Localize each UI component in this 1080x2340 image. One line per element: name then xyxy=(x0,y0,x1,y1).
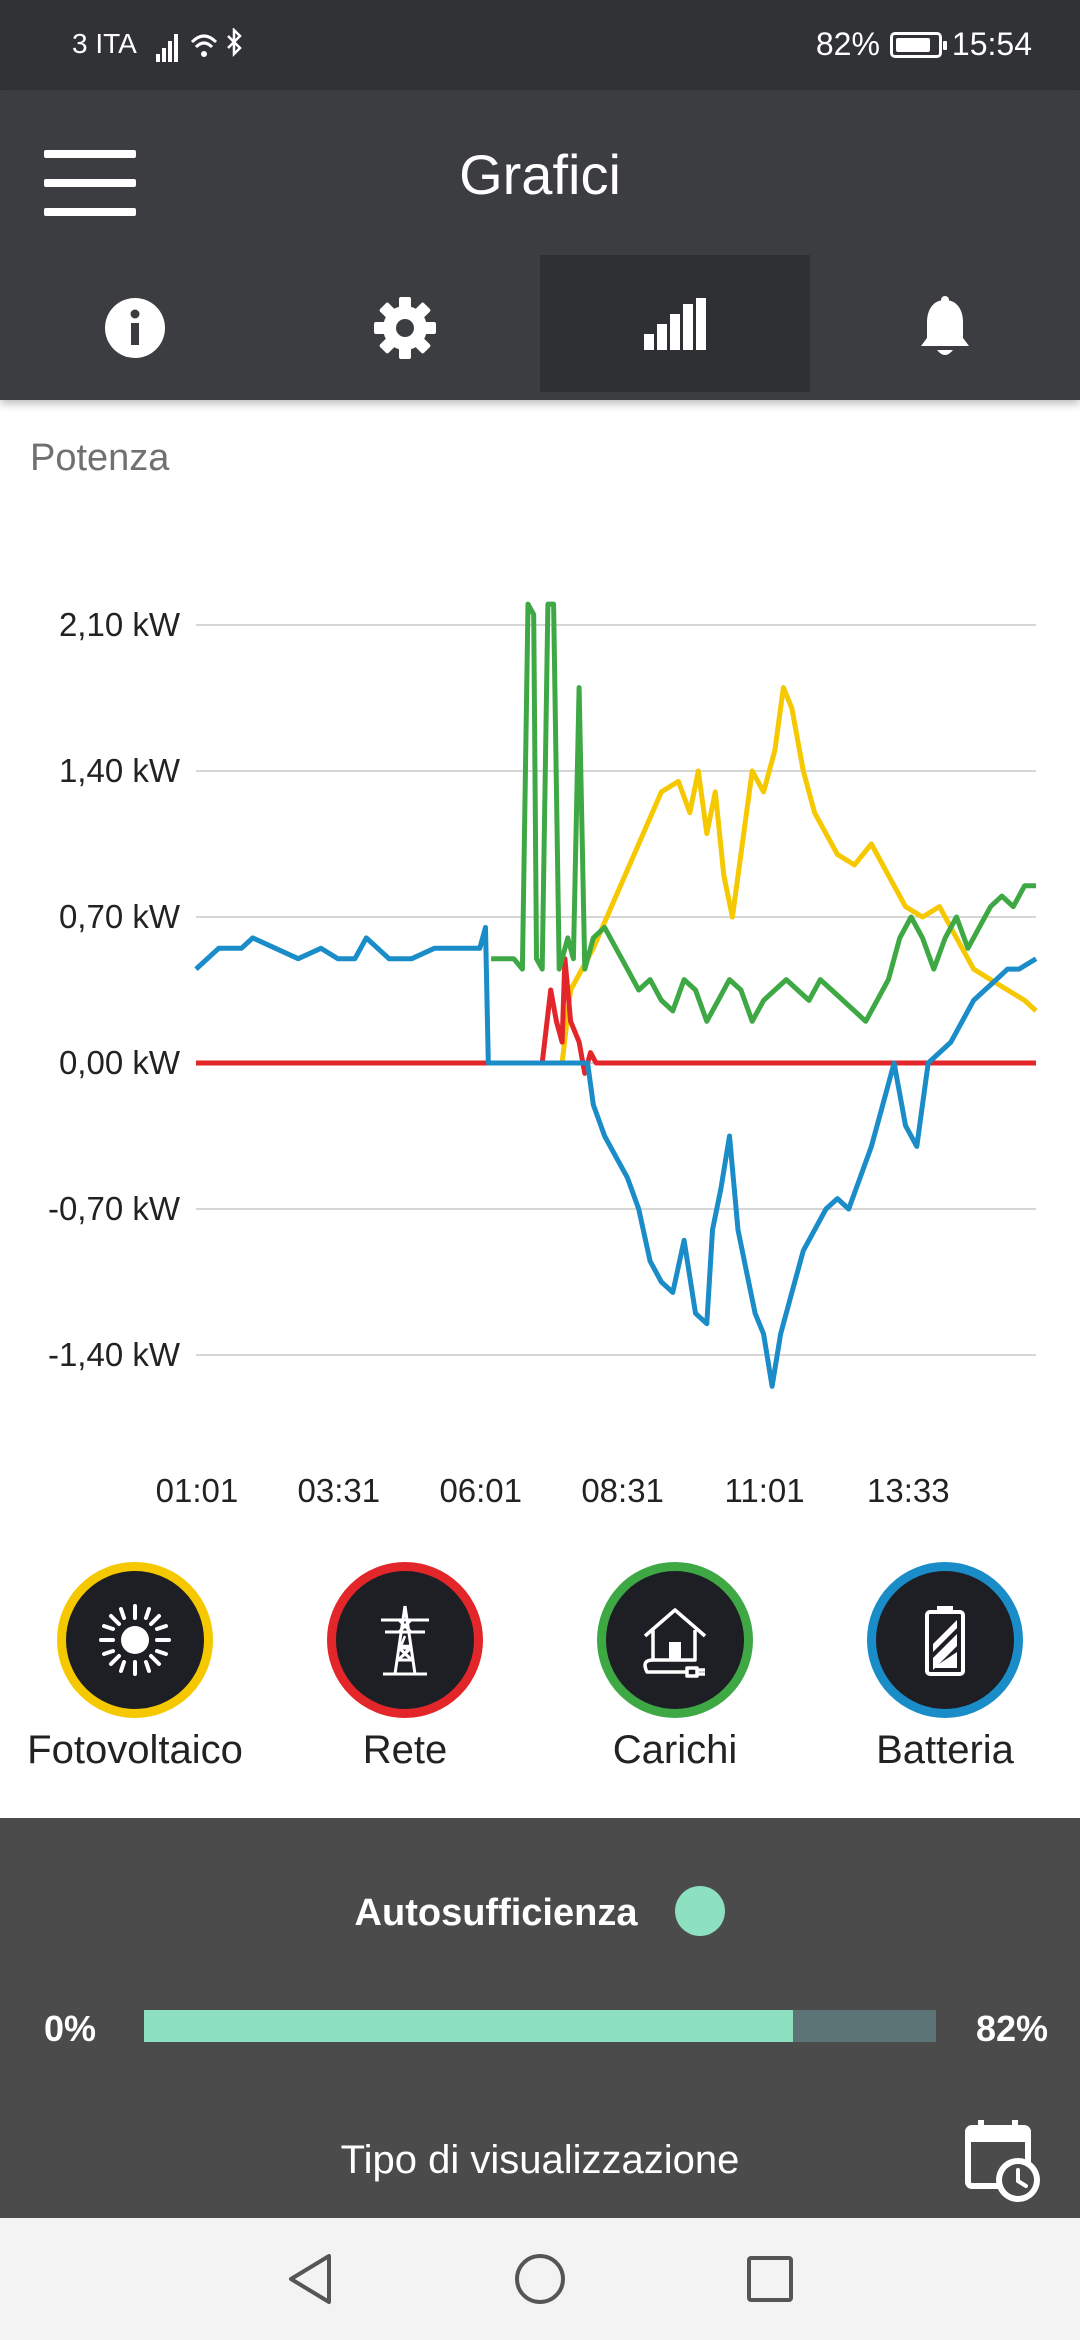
hamburger-menu-icon[interactable] xyxy=(44,150,136,216)
autosufficiency-title: Autosufficienza xyxy=(354,1892,638,1935)
view-type-label[interactable]: Tipo di visualizzazione xyxy=(340,2138,740,2182)
nav-recents-button[interactable] xyxy=(655,2218,885,2340)
progress-value-label: 82% xyxy=(975,2008,1048,2049)
signal-wifi-bluetooth-icon xyxy=(156,28,242,62)
autosufficiency-title-row: Autosufficienza xyxy=(0,1886,1080,1940)
autosufficiency-panel: Autosufficienza 0% 82% Tipo di visualizz… xyxy=(0,1818,1080,2218)
y-tick-label: 0,70 kW xyxy=(59,898,181,935)
sun-icon xyxy=(99,1604,171,1676)
tab-bar xyxy=(0,255,1080,400)
x-tick-label: 11:01 xyxy=(724,1472,804,1509)
legend-label-rete: Rete xyxy=(362,1728,448,1772)
gear-icon xyxy=(374,296,436,359)
page-title: Grafici xyxy=(459,143,621,206)
y-tick-label: 2,10 kW xyxy=(59,606,181,643)
x-axis-labels: 01:01 03:31 06:01 08:31 11:01 13:33 xyxy=(156,1472,950,1509)
legend-item-rete[interactable]: Rete xyxy=(270,1562,540,1782)
battery-status-icon xyxy=(889,31,947,58)
tab-notifications[interactable] xyxy=(810,255,1080,400)
progress-min-label: 0% xyxy=(44,2008,97,2049)
legend-item-fotovoltaico[interactable]: Fotovoltaico xyxy=(0,1562,270,1782)
bar-chart-icon xyxy=(644,297,706,350)
autosufficiency-color-dot xyxy=(675,1886,726,1936)
chart-legend: Fotovoltaico Rete xyxy=(0,1562,1080,1782)
chart-section-title: Potenza xyxy=(30,437,170,479)
power-chart: 2,10 kW 1,40 kW 0,70 kW 0,00 kW -0,70 kW -1,4… xyxy=(48,601,1038,1509)
battery-icon xyxy=(925,1606,965,1676)
recents-square-icon xyxy=(747,2256,793,2302)
info-icon xyxy=(105,297,165,358)
legend-circle-fotovoltaico xyxy=(57,1562,213,1718)
nav-back-button[interactable] xyxy=(195,2218,425,2340)
chart-series xyxy=(194,601,1038,1389)
tab-charts[interactable] xyxy=(540,255,810,392)
chart-grid xyxy=(196,624,1036,1356)
status-right: 82% 15:54 xyxy=(816,26,1032,63)
x-tick-label: 06:01 xyxy=(439,1472,522,1509)
system-nav-bar xyxy=(0,2218,1080,2340)
legend-circle-rete xyxy=(327,1562,483,1718)
x-tick-label: 01:01 xyxy=(156,1472,239,1509)
legend-circle-batteria xyxy=(867,1562,1023,1718)
series-line-batteria xyxy=(194,924,1038,1389)
series-line-fotovoltaico xyxy=(196,685,1038,1066)
series-line-carichi xyxy=(491,601,1036,1024)
x-tick-label: 08:31 xyxy=(581,1472,664,1509)
carrier-name: 3 ITA xyxy=(72,28,137,59)
status-bar: 3 ITA 82% 15:54 xyxy=(0,0,1080,90)
legend-label-carichi: Carichi xyxy=(612,1728,738,1772)
y-axis-labels: 2,10 kW 1,40 kW 0,70 kW 0,00 kW -0,70 kW -1,4… xyxy=(48,606,181,1373)
legend-circle-carichi xyxy=(597,1562,753,1718)
series-line-rete xyxy=(196,956,1036,1076)
back-triangle-icon xyxy=(289,2254,331,2304)
legend-label-batteria: Batteria xyxy=(876,1728,1014,1772)
y-tick-label: -1,40 kW xyxy=(48,1336,181,1373)
legend-item-batteria[interactable]: Batteria xyxy=(810,1562,1080,1782)
clock: 15:54 xyxy=(951,26,1032,62)
calendar-clock-icon[interactable] xyxy=(964,2118,1044,2204)
house-plug-icon xyxy=(643,1608,707,1678)
x-tick-label: 13:33 xyxy=(867,1472,950,1509)
legend-label-fotovoltaico: Fotovoltaico xyxy=(27,1728,243,1772)
y-tick-label: 0,00 kW xyxy=(59,1044,181,1081)
battery-percent: 82% xyxy=(815,26,880,62)
autosufficiency-progress-fill xyxy=(144,2010,794,2042)
nav-home-button[interactable] xyxy=(425,2218,655,2340)
autosufficiency-progress-bar xyxy=(144,2010,936,2042)
legend-item-carichi[interactable]: Carichi xyxy=(540,1562,810,1782)
bell-icon xyxy=(921,295,969,355)
tab-info[interactable] xyxy=(0,255,270,400)
app-bar: Grafici xyxy=(0,90,1080,400)
x-tick-label: 03:31 xyxy=(298,1472,381,1509)
power-pylon-icon xyxy=(381,1605,429,1676)
y-tick-label: -0,70 kW xyxy=(48,1190,181,1227)
home-circle-icon xyxy=(515,2254,565,2304)
tab-settings[interactable] xyxy=(270,255,540,400)
y-tick-label: 1,40 kW xyxy=(59,752,181,789)
